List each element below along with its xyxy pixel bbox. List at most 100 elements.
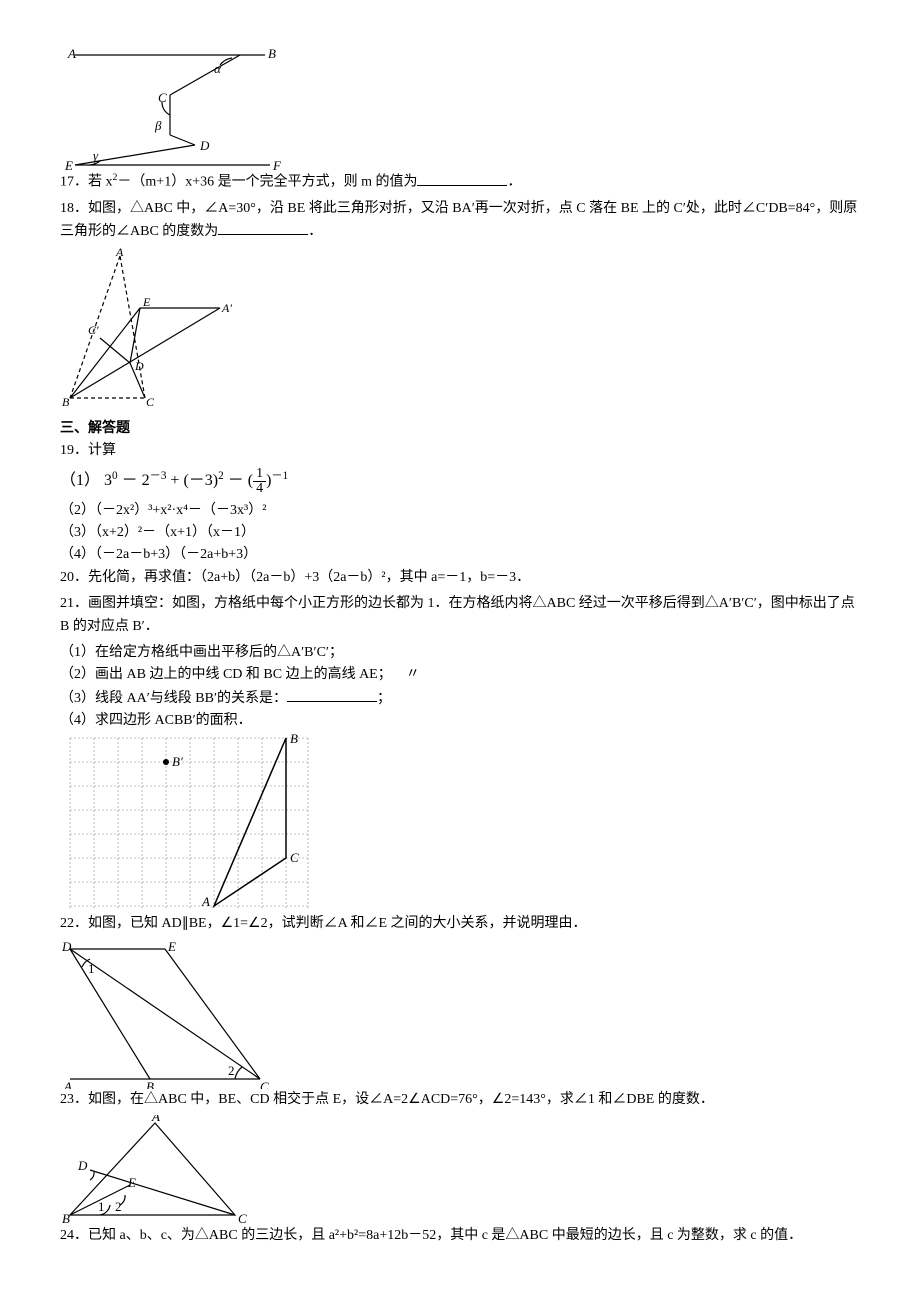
fig16-label-gamma: γ <box>93 148 99 163</box>
p21-sub2: （2）画出 AB 边上的中线 CD 和 BC 边上的高线 AE； <box>60 667 392 682</box>
p19-part2: （2）（－2x²）³+x²·x⁴－（－3x³）² <box>60 500 860 522</box>
f-neg1: －1 <box>271 469 288 481</box>
p17-num: 17． <box>60 175 88 190</box>
p21-sub3b: ； <box>377 691 391 706</box>
fig16-label-F: F <box>272 158 282 170</box>
p21-sub2-line: （2）画出 AB 边上的中线 CD 和 BC 边上的高线 AE； 〃 <box>60 664 860 686</box>
p17-text-a: 若 x <box>88 175 113 190</box>
p18-num: 18． <box>60 201 88 216</box>
fig16-label-C: C <box>158 90 167 105</box>
f-minus1: － <box>122 472 138 489</box>
fig23-D: D <box>77 1158 88 1173</box>
p19-title: 计算 <box>88 443 116 458</box>
f-plus: + <box>170 472 179 489</box>
p17-blank <box>417 171 507 186</box>
fig22-D: D <box>61 939 72 954</box>
problem-21: 21．画图并填空：如图，方格纸中每个小正方形的边长都为 1．在方格纸内将△ABC… <box>60 593 860 638</box>
f-neg3: －3 <box>150 469 167 481</box>
fig18-container: A A′ B C C′ D E <box>60 248 860 408</box>
fig16-label-B: B <box>268 46 276 61</box>
p23-num: 23． <box>60 1092 88 1107</box>
problem-20: 20．先化简，再求值：（2a+b）（2a－b）+3（2a－b）²，其中 a=－1… <box>60 567 860 589</box>
p20-num: 20． <box>60 570 88 585</box>
problem-19: 19．计算 <box>60 440 860 462</box>
fig18-svg: A A′ B C C′ D E <box>60 248 235 408</box>
f-sq: 2 <box>218 469 224 481</box>
p18-period: ． <box>308 224 322 239</box>
fig21-container: A B B′ C <box>60 733 860 913</box>
p18-text: 如图，△ABC 中，∠A=30°，沿 BE 将此三角形对折，又沿 BA′再一次对… <box>60 201 857 239</box>
fig18-label-C: C <box>146 395 155 408</box>
f-2a: 2 <box>142 472 150 489</box>
fig21-label-C: C <box>290 850 299 865</box>
p19-part4: （4）（－2a－b+3）（－2a+b+3） <box>60 544 860 566</box>
p24-num: 24． <box>60 1228 88 1243</box>
p21-num: 21． <box>60 596 88 611</box>
fig22-container: D E A B C 1 2 <box>60 939 860 1089</box>
problem-24: 24．已知 a、b、c、为△ABC 的三边长，且 a²+b²=8a+12b－52… <box>60 1225 860 1247</box>
fig16-label-D: D <box>199 138 210 153</box>
p21-blank <box>287 687 377 702</box>
fig23-2: 2 <box>115 1199 122 1214</box>
problem-18: 18．如图，△ABC 中，∠A=30°，沿 BE 将此三角形对折，又沿 BA′再… <box>60 198 860 244</box>
fig18-label-Cp: C′ <box>88 323 99 337</box>
fig22-A: A <box>63 1079 72 1089</box>
problem-17: 17．若 x2－（m+1）x+36 是一个完全平方式，则 m 的值为． <box>60 170 860 194</box>
fig22-C: C <box>260 1079 269 1089</box>
p21-sub3a: （3）线段 AA′与线段 BB′的关系是： <box>60 691 287 706</box>
fig16-container: A B C D E F α β γ <box>60 40 860 170</box>
p20-text: 先化简，再求值：（2a+b）（2a－b）+3（2a－b）²，其中 a=－1，b=… <box>88 570 530 585</box>
p21-sub1: （1）在给定方格纸中画出平移后的△A′B′C′； <box>60 642 860 664</box>
f-minus2: － <box>228 472 244 489</box>
fig21-label-Bp: B′ <box>172 754 183 769</box>
frac-den: 4 <box>253 482 266 496</box>
fig21-label-B: B <box>290 733 298 746</box>
fig23-container: A B C D E 1 2 <box>60 1115 860 1225</box>
fig23-E: E <box>127 1175 136 1190</box>
p17-period: ． <box>507 175 521 190</box>
fig22-B: B <box>146 1079 154 1089</box>
fig16-label-alpha: α <box>214 61 222 76</box>
p19-part1-prefix: （1） <box>60 472 100 489</box>
fig16-label-E: E <box>64 158 73 170</box>
p22-num: 22． <box>60 916 88 931</box>
p19-part1: （1） 30 － 2－3 + (－3)2 － (14)－1 <box>60 467 860 496</box>
fig18-label-Ap: A′ <box>221 301 232 315</box>
f-3: 3 <box>104 472 112 489</box>
p24-text: 已知 a、b、c、为△ABC 的三边长，且 a²+b²=8a+12b－52，其中… <box>88 1228 802 1243</box>
fig21-Bp-dot <box>163 759 169 765</box>
fig22-1: 1 <box>88 961 95 976</box>
frac-1-4: 14 <box>253 467 266 496</box>
fig18-label-B: B <box>62 395 70 408</box>
fig18-label-D: D <box>134 359 144 373</box>
fig16-label-A: A <box>67 46 76 61</box>
problem-22: 22．如图，已知 AD∥BE，∠1=∠2，试判断∠A 和∠E 之间的大小关系，并… <box>60 913 860 935</box>
p21-sub3: （3）线段 AA′与线段 BB′的关系是： ； <box>60 687 860 710</box>
p17-text-b: －（m+1）x+36 是一个完全平方式，则 m 的值为 <box>117 175 417 190</box>
f-m3p: (－3) <box>183 472 218 489</box>
fig18-label-E: E <box>142 295 151 309</box>
fig23-A: A <box>151 1115 160 1124</box>
fig22-E: E <box>167 939 176 954</box>
fig18-label-A: A <box>115 248 124 259</box>
p19-num: 19． <box>60 443 88 458</box>
fig23-1: 1 <box>98 1199 105 1214</box>
section-3-title: 三、解答题 <box>60 418 860 440</box>
fig22-2: 2 <box>228 1063 235 1078</box>
p23-text: 如图，在△ABC 中，BE、CD 相交于点 E，设∠A=2∠ACD=76°，∠2… <box>88 1092 714 1107</box>
fig16-svg: A B C D E F α β γ <box>60 40 290 170</box>
f-0: 0 <box>112 469 118 481</box>
fig23-B: B <box>62 1211 70 1225</box>
fig21-label-A: A <box>201 894 210 909</box>
fig16-label-beta: β <box>154 118 162 133</box>
frac-num: 1 <box>253 467 266 482</box>
p22-text: 如图，已知 AD∥BE，∠1=∠2，试判断∠A 和∠E 之间的大小关系，并说明理… <box>88 916 587 931</box>
p21-sub4: （4）求四边形 ACBB′的面积． <box>60 710 860 732</box>
problem-23: 23．如图，在△ABC 中，BE、CD 相交于点 E，设∠A=2∠ACD=76°… <box>60 1089 860 1111</box>
p18-blank <box>218 220 308 235</box>
fig23-C: C <box>238 1211 247 1225</box>
p19-part3: （3）（x+2）²－（x+1）（x－1） <box>60 522 860 544</box>
fig22-svg: D E A B C 1 2 <box>60 939 270 1089</box>
fig21-svg: A B B′ C <box>60 733 310 913</box>
p21-quote: 〃 <box>406 667 420 682</box>
